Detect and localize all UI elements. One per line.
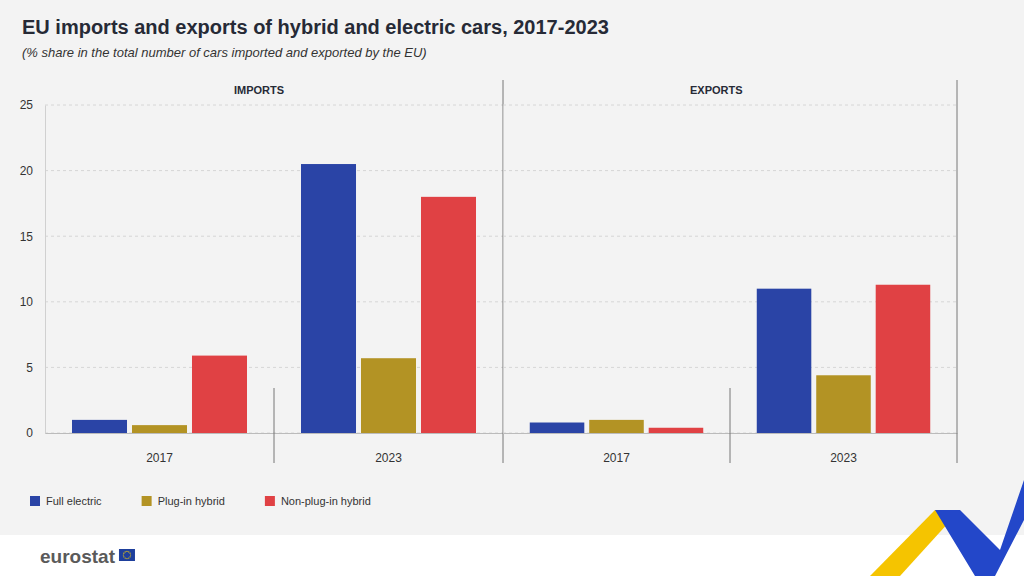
- y-tick-label: 10: [20, 295, 34, 309]
- y-tick-label: 5: [26, 361, 33, 375]
- grid-line: [503, 170, 957, 171]
- legend-label: Plug-in hybrid: [158, 495, 225, 507]
- bar: [132, 425, 187, 433]
- y-tick-label: 0: [26, 426, 33, 440]
- bar: [876, 285, 931, 433]
- subtitle: (% share in the total number of cars imp…: [22, 45, 427, 60]
- legend: Full electric Plug-in hybrid Non-plug-in h…: [30, 495, 371, 507]
- logo-star: [123, 556, 124, 557]
- bar: [589, 420, 644, 433]
- y-tick-label: 15: [20, 230, 34, 244]
- y-tick: 20: [20, 164, 45, 178]
- logo: eurostat: [40, 546, 135, 567]
- legend-swatch: [265, 496, 275, 506]
- bar: [816, 375, 871, 433]
- chart-container: EU imports and exports of hybrid and ele…: [0, 0, 1024, 576]
- y-tick-label: 25: [20, 98, 34, 112]
- x-tick-label: 2023: [830, 451, 857, 465]
- legend-label: Full electric: [46, 495, 102, 507]
- grid-line: [45, 105, 503, 106]
- grid-line: [45, 170, 503, 171]
- bar: [192, 356, 247, 433]
- grid-line: [503, 236, 957, 237]
- panel-title: IMPORTS: [234, 84, 284, 96]
- y-tick-label: 20: [20, 164, 34, 178]
- title: EU imports and exports of hybrid and ele…: [22, 16, 609, 38]
- bar: [72, 420, 127, 433]
- decor-blue: [935, 480, 1024, 576]
- logo-star: [123, 554, 124, 555]
- source: eurostat: [40, 546, 116, 567]
- logo-flag: [119, 549, 135, 561]
- x-tick: 2017: [146, 433, 173, 465]
- x-tick-label: 2017: [146, 451, 173, 465]
- grid-line: [503, 105, 957, 106]
- bar: [757, 289, 812, 433]
- logo-star: [130, 554, 131, 555]
- x-tick: 2017: [603, 433, 630, 465]
- chart-svg: EU imports and exports of hybrid and ele…: [0, 0, 1024, 576]
- legend-label: Non-plug-in hybrid: [281, 495, 371, 507]
- x-tick: 2023: [375, 433, 402, 465]
- logo-star: [128, 558, 129, 559]
- y-tick: 10: [20, 295, 45, 309]
- logo-star: [126, 551, 127, 552]
- bar: [530, 423, 585, 433]
- y-axis-line: [45, 106, 46, 434]
- bar: [421, 197, 476, 433]
- legend-swatch: [30, 496, 40, 506]
- logo-star: [125, 558, 126, 559]
- panel-border: [503, 80, 504, 463]
- y-tick: 5: [26, 361, 45, 375]
- bar: [361, 358, 416, 433]
- logo-star: [129, 556, 130, 557]
- y-axis-line: [503, 106, 504, 434]
- panel-border: [957, 80, 958, 463]
- panel-title: EXPORTS: [690, 84, 743, 96]
- bar: [649, 428, 704, 433]
- logo-star: [125, 551, 126, 552]
- category-divider: [274, 388, 275, 463]
- logo-star: [128, 551, 129, 552]
- x-tick-label: 2017: [603, 451, 630, 465]
- logo-star: [123, 553, 124, 554]
- y-tick: 0: [26, 426, 45, 440]
- y-tick: 25: [20, 98, 45, 112]
- y-axis: 0 5 10 15 20 25: [20, 98, 46, 440]
- x-tick: 2023: [830, 433, 857, 465]
- bar: [301, 164, 356, 433]
- y-axis: [503, 106, 505, 434]
- category-divider: [730, 388, 731, 463]
- x-tick-label: 2023: [375, 451, 402, 465]
- logo-star: [126, 558, 127, 559]
- panel: 0 5 10 15 20 25 2017 2023 IMPORTS: [20, 80, 504, 465]
- background: [0, 0, 1024, 535]
- logo-star: [129, 553, 130, 554]
- panel: 2017 2023 EXPORTS: [503, 80, 958, 465]
- y-tick: 15: [20, 230, 45, 244]
- footer-background: [0, 535, 1024, 576]
- legend-swatch: [142, 496, 152, 506]
